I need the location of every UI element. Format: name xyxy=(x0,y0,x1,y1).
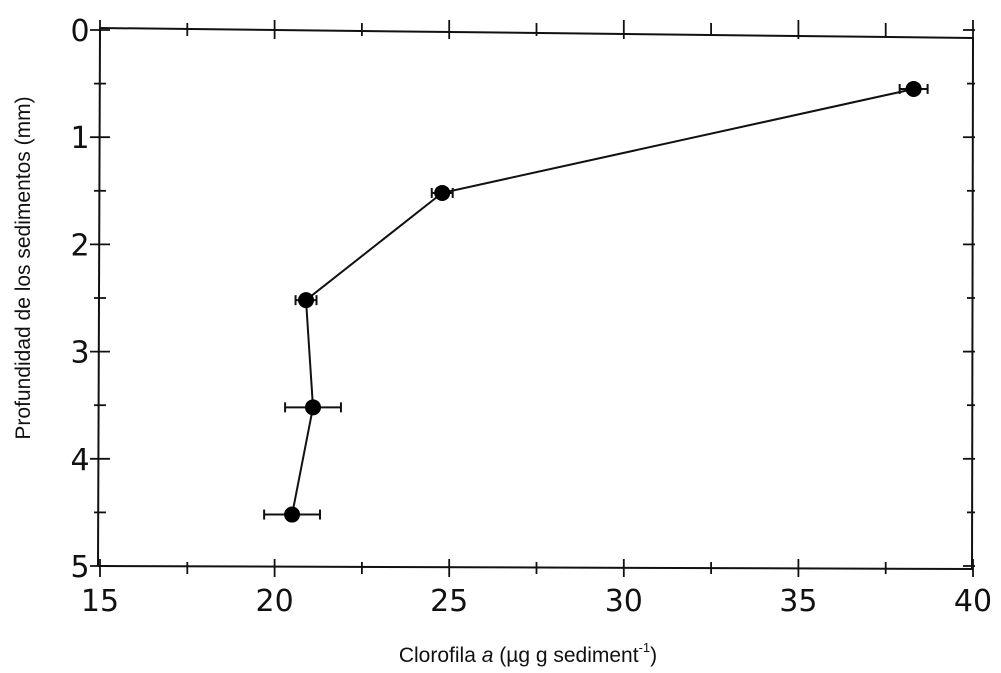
x-tick-label: 20 xyxy=(256,584,294,619)
x-tick-label: 30 xyxy=(605,584,643,619)
data-point xyxy=(284,506,301,523)
y-tick-label: 5 xyxy=(70,550,89,585)
series-line xyxy=(291,88,914,515)
x-axis-title-close: ) xyxy=(650,644,657,667)
x-axis-title-prefix: Clorofila xyxy=(399,644,482,667)
axis-line-right xyxy=(971,37,974,570)
x-tick-label: 35 xyxy=(779,584,817,619)
axis-line-bottom xyxy=(97,565,974,570)
y-tick-label: 4 xyxy=(70,443,89,478)
y-axis-title: Profundidad de los sedimentos (mm) xyxy=(12,96,35,439)
axes xyxy=(90,20,975,577)
data-point xyxy=(298,292,315,309)
data-series xyxy=(263,80,929,523)
data-point xyxy=(434,184,451,201)
y-tick-label: 2 xyxy=(70,228,89,263)
x-tick-label: 15 xyxy=(81,584,119,619)
y-tick-label: 1 xyxy=(70,121,89,156)
x-axis-title: Clorofila a (µg g sediment-1) xyxy=(399,640,657,667)
y-tick-label: 0 xyxy=(70,14,89,49)
y-tick-label: 3 xyxy=(70,336,89,371)
x-axis-title-unit: (µg g sediment xyxy=(493,644,638,667)
data-point xyxy=(905,80,922,97)
axis-line-left xyxy=(97,27,101,567)
x-tick-label: 40 xyxy=(954,584,992,619)
x-axis-title-variable: a xyxy=(482,644,494,667)
x-tick-label: 25 xyxy=(430,584,468,619)
tick-labels: 15 20 25 30 35 40 0 1 2 3 4 5 xyxy=(70,14,992,619)
x-axis-title-exponent: -1 xyxy=(639,640,651,655)
data-point xyxy=(305,399,322,416)
